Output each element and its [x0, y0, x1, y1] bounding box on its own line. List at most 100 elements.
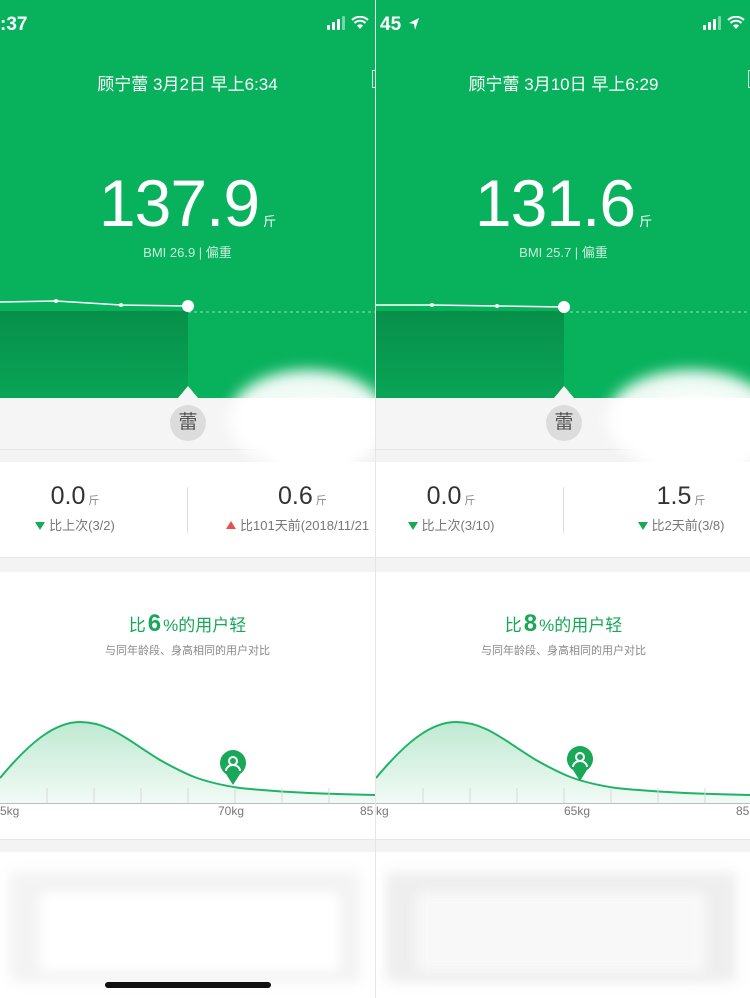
comparison-percent: 8 [523, 610, 538, 637]
selection-pointer [178, 386, 198, 398]
weight-number: 131.6 [474, 166, 636, 240]
weight-change-card: 0.0 斤 比上次(3/2) 0.6 斤 比101天前(2018/11/21 [0, 462, 375, 558]
signal-icon [327, 16, 345, 30]
divider [187, 487, 188, 533]
change-unit: 斤 [694, 495, 706, 507]
change-value: 0.0 [50, 482, 86, 510]
bmi-text: BMI 25.7 | 偏重 [519, 245, 608, 260]
trend-point [430, 303, 434, 307]
status-time: :37 [0, 14, 28, 35]
wifi-icon [351, 16, 369, 29]
trend-point [495, 304, 499, 308]
next-card-obscured [376, 852, 750, 998]
axis-ticks [46, 788, 330, 804]
axis-label-user: 65kg [564, 804, 591, 818]
comparison-headline: 比6 %的用户轻 [0, 610, 375, 638]
trend-current-point[interactable] [182, 300, 194, 312]
status-icons [703, 16, 745, 30]
weight-trend-chart[interactable] [376, 280, 750, 398]
change-vs-earlier: 0.6 斤 比101天前(2018/11/21 [218, 482, 375, 534]
change-vs-earlier: 1.5 斤 比2天前(3/8) [616, 482, 746, 534]
distribution-area [376, 722, 750, 804]
share-icon[interactable] [372, 70, 375, 88]
comparison-subtitle: 与同年龄段、身高相同的用户对比 [105, 645, 270, 657]
change-value: 1.5 [656, 482, 692, 510]
redaction-smudge [416, 892, 706, 972]
distribution-curve [376, 720, 750, 804]
peer-comparison-card: 比8 %的用户轻 与同年龄段、身高相同的用户对比 kg 65kg 85 [376, 572, 750, 840]
status-bar: 45 [376, 14, 750, 42]
comparison-headline: 比8 %的用户轻 [376, 610, 750, 638]
user-avatar[interactable]: 蕾 [170, 405, 206, 441]
increase-arrow-icon [226, 521, 236, 529]
weight-number: 137.9 [98, 166, 260, 240]
bmi-text: BMI 26.9 | 偏重 [143, 245, 232, 260]
weight-unit: 斤 [263, 214, 277, 229]
comparison-suffix: %的用户轻 [539, 616, 623, 635]
user-location-marker-icon[interactable] [565, 746, 595, 782]
axis-label-max: 85 [360, 804, 374, 818]
user-avatar[interactable]: 蕾 [546, 405, 582, 441]
decrease-arrow-icon [637, 522, 648, 530]
comparison-subtitle: 与同年龄段、身高相同的用户对比 [481, 645, 646, 657]
comparison-prefix: 比 [504, 616, 522, 635]
trend-area [0, 311, 188, 398]
peer-comparison-card: 比6 %的用户轻 与同年龄段、身高相同的用户对比 5kg 70kg 85 [0, 572, 375, 840]
change-unit: 斤 [464, 495, 476, 507]
home-indicator[interactable] [105, 982, 271, 988]
redaction-smudge [260, 400, 370, 470]
trend-area [376, 311, 564, 398]
redaction-smudge [631, 395, 750, 475]
comparison-suffix: %的用户轻 [163, 616, 247, 635]
distribution-area [0, 722, 375, 804]
change-value: 0.0 [426, 482, 462, 510]
comparison-percent: 6 [147, 610, 162, 637]
weight-summary-header: :37 顾宁蕾 3月2日 早上6:34 137.9 斤 BMI 26.9 | 偏重 [0, 0, 375, 398]
weight-summary-header: 45 顾宁蕾 3月10日 早上6:29 131.6 斤 BMI 25.7 | 偏重 [376, 0, 750, 398]
comparison-prefix: 比 [128, 616, 146, 635]
distribution-line [376, 720, 750, 796]
selection-pointer [554, 386, 574, 398]
trend-line [376, 304, 565, 308]
location-arrow-icon [409, 18, 419, 30]
next-card-obscured [0, 852, 375, 998]
decrease-arrow-icon [407, 522, 418, 530]
weight-record-panel-left: :37 顾宁蕾 3月2日 早上6:34 137.9 斤 BMI 26.9 | 偏重 [0, 0, 375, 998]
change-vs-last: 0.0 斤 比上次(3/10) [376, 482, 526, 534]
record-title: 顾宁蕾 3月10日 早上6:29 [468, 75, 659, 94]
wifi-icon [727, 16, 745, 29]
change-value: 0.6 [278, 482, 313, 510]
weight-value: 131.6 斤 [376, 165, 750, 241]
record-title: 顾宁蕾 3月2日 早上6:34 [97, 75, 278, 94]
axis-label-max: 85 [736, 804, 750, 818]
change-compare-label: 比2天前(3/8) [651, 518, 725, 533]
weight-change-card: 0.0 斤 比上次(3/10) 1.5 斤 比2天前(3/8) [376, 462, 750, 558]
signal-icon [703, 16, 721, 30]
weight-unit: 斤 [639, 214, 653, 229]
distribution-line [0, 720, 375, 796]
trend-line [0, 300, 189, 307]
divider [563, 487, 564, 533]
share-icon[interactable] [748, 70, 750, 88]
change-unit: 斤 [315, 495, 327, 507]
weight-value: 137.9 斤 [0, 165, 375, 241]
distribution-curve [0, 720, 375, 804]
axis-label-min: 5kg [0, 804, 20, 818]
weight-record-panel-right: 45 顾宁蕾 3月10日 早上6:29 131.6 斤 BMI 25.7 | 偏重 [375, 0, 750, 998]
trend-current-point[interactable] [558, 301, 570, 313]
change-compare-label: 比上次(3/2) [49, 518, 115, 533]
trend-point [119, 303, 123, 307]
axis-label-min: kg [376, 804, 389, 818]
change-compare-label: 比101天前(2018/11/21 [240, 518, 370, 533]
change-vs-last: 0.0 斤 比上次(3/2) [0, 482, 150, 534]
user-location-marker-icon[interactable] [218, 750, 248, 786]
redaction-smudge [40, 892, 340, 972]
status-icons [327, 16, 369, 30]
change-unit: 斤 [88, 495, 100, 507]
axis-ticks [422, 788, 706, 804]
weight-trend-chart[interactable] [0, 280, 375, 398]
change-compare-label: 比上次(3/10) [421, 518, 495, 533]
trend-point [54, 299, 58, 303]
decrease-arrow-icon [35, 522, 46, 530]
